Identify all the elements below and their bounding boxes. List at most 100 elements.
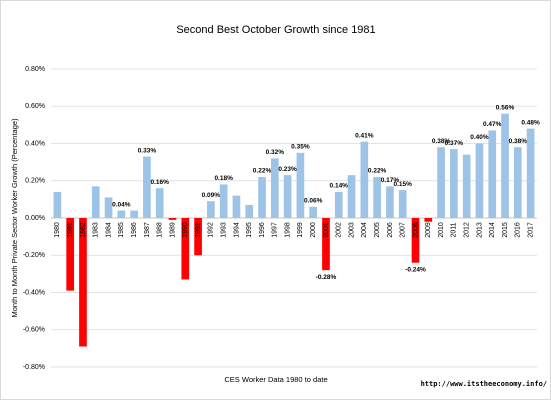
y-tick-label: 0.60% <box>25 103 45 110</box>
x-tick-label: 2012 <box>464 222 471 238</box>
x-tick-label: 1997 <box>272 222 279 238</box>
data-label: 0.14% <box>330 183 349 190</box>
bar <box>475 143 484 218</box>
x-tick-label: 1980 <box>54 222 61 238</box>
data-label: 0.09% <box>202 192 221 199</box>
data-label: 0.16% <box>150 179 169 186</box>
x-tick-label: 1988 <box>157 222 164 238</box>
y-tick-label: 0.20% <box>25 178 45 185</box>
x-tick-label: 1998 <box>284 222 291 238</box>
bar <box>219 184 228 218</box>
bar <box>155 188 164 218</box>
data-label: 0.22% <box>253 168 272 175</box>
x-tick-label: 1992 <box>208 222 215 238</box>
x-tick-label: 2007 <box>400 222 407 238</box>
data-label: 0.22% <box>368 168 387 175</box>
bar <box>130 210 138 218</box>
bar <box>270 158 279 218</box>
bar <box>526 128 535 218</box>
x-tick-label: 1984 <box>105 222 112 238</box>
bar <box>91 186 100 218</box>
x-tick-label: 1995 <box>246 222 253 238</box>
source: http://www.itstheeconomy.info/ <box>421 380 547 388</box>
y-tick-label: 0.40% <box>25 140 45 147</box>
data-label: 0.40% <box>470 134 489 141</box>
data-label: 0.56% <box>496 104 515 111</box>
data-label: 0.38% <box>432 138 451 145</box>
x-tick-label: 2010 <box>438 222 445 238</box>
x-tick-label: 2009 <box>425 222 432 238</box>
bar <box>283 175 292 218</box>
bar <box>79 218 87 347</box>
bar <box>117 210 126 218</box>
x-tick-label: 1994 <box>233 222 240 238</box>
y-tick-label: -0.40% <box>23 289 45 296</box>
bar <box>450 149 458 218</box>
bar <box>334 191 343 218</box>
y-tick-label: 0.80% <box>25 66 45 73</box>
data-label: 0.17% <box>381 177 400 184</box>
data-label: 0.32% <box>266 149 285 156</box>
bar <box>232 195 241 218</box>
y-tick-label: 0.00% <box>25 215 45 222</box>
bar <box>347 175 356 218</box>
bar <box>309 206 318 218</box>
data-label: 0.48% <box>521 119 540 126</box>
x-tick-label: 2015 <box>502 222 509 238</box>
bar <box>296 152 305 218</box>
x-tick-label: 2014 <box>489 222 496 238</box>
data-label: 0.18% <box>214 175 233 182</box>
x-axis-label: CES Worker Data 1980 to date <box>224 375 327 384</box>
data-label: 0.33% <box>138 147 157 154</box>
bar <box>207 201 215 218</box>
x-tick-label: 2004 <box>361 222 368 238</box>
data-label: 0.37% <box>445 140 464 147</box>
bar <box>488 130 497 218</box>
x-tick-label: 1983 <box>93 222 100 238</box>
bar <box>194 218 202 256</box>
x-tick-label: 1990 <box>182 222 189 238</box>
chart-title: Second Best October Growth since 1981 <box>176 24 375 36</box>
data-label: 0.41% <box>355 132 374 139</box>
bar <box>386 186 394 218</box>
x-tick-label: 1982 <box>80 222 87 238</box>
x-tick-label: 2001 <box>323 222 330 238</box>
bar <box>181 218 190 280</box>
bar <box>513 147 522 218</box>
x-tick-label: 1989 <box>169 222 176 238</box>
bar <box>104 197 113 218</box>
x-tick-label: 1991 <box>195 222 202 238</box>
x-tick-label: 1985 <box>118 222 125 238</box>
x-tick-label: 1981 <box>67 222 74 238</box>
bar <box>398 190 407 218</box>
bar <box>53 191 62 218</box>
y-axis-label: Month to Month Private Sector Worker Gro… <box>10 118 19 318</box>
x-tick-label: 2013 <box>476 222 483 238</box>
y-tick-label: -0.80% <box>23 364 45 371</box>
data-label: 0.35% <box>291 144 310 151</box>
bar <box>322 218 330 271</box>
bar <box>168 218 177 220</box>
data-label: 0.23% <box>278 166 297 173</box>
bar <box>424 218 433 222</box>
bar <box>360 141 369 218</box>
x-tick-label: 2000 <box>310 222 317 238</box>
y-tick-label: -0.60% <box>23 327 45 334</box>
x-tick-label: 2005 <box>374 222 381 238</box>
bar <box>411 218 420 263</box>
x-tick-label: 2011 <box>451 222 458 237</box>
x-tick-label: 2008 <box>412 222 419 238</box>
x-tick-label: 1999 <box>297 222 304 238</box>
x-tick-label: 2017 <box>527 222 534 238</box>
x-tick-label: 2002 <box>336 222 343 238</box>
x-tick-label: 2016 <box>515 222 522 238</box>
data-label: -0.24% <box>405 266 426 273</box>
data-label: 0.15% <box>393 181 412 188</box>
bar <box>373 177 381 218</box>
bar <box>462 154 471 218</box>
data-label: 0.38% <box>509 138 528 145</box>
x-tick-label: 1987 <box>144 222 151 238</box>
x-tick-label: 1986 <box>131 222 138 238</box>
